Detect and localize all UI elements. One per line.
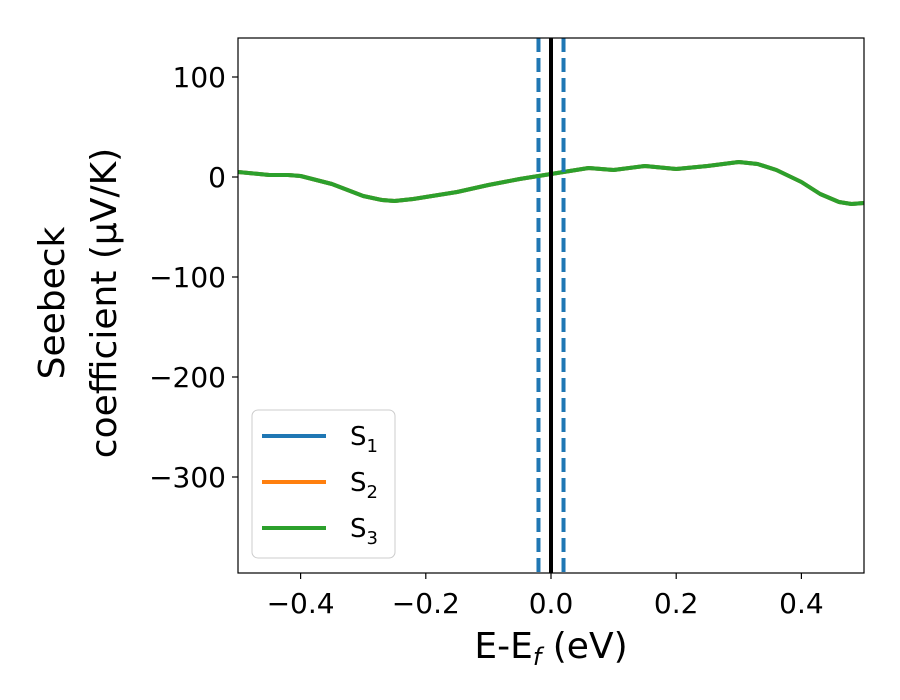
legend-label-s3: S3 <box>350 514 378 549</box>
y-tick-label: −300 <box>149 461 226 494</box>
legend-label-s2: S2 <box>350 468 378 503</box>
series-line-s3 <box>238 160 864 206</box>
x-tick-label: 0.2 <box>654 587 699 620</box>
x-tick-label: −0.4 <box>267 587 335 620</box>
y-axis-label-line1: Seebeck <box>32 226 73 379</box>
y-tick-label: 100 <box>173 61 226 94</box>
x-axis-label: E-Ef (eV) <box>474 626 627 671</box>
y-tick-label: −200 <box>149 361 226 394</box>
legend-entries: S1 S2 S3 <box>262 422 378 549</box>
legend: S1 S2 S3 <box>251 409 396 559</box>
x-axis-label-unit: (eV) <box>541 626 627 667</box>
y-axis-ticks: 100 0 −100 −200 −300 <box>149 61 238 494</box>
legend-label-s1: S1 <box>350 422 378 457</box>
series-layer <box>238 160 864 206</box>
x-tick-label: 0.0 <box>529 587 574 620</box>
y-axis-label: Seebeck coefficient (μV/K) <box>32 148 125 458</box>
x-axis-ticks: −0.4 −0.2 0.0 0.2 0.4 <box>267 573 824 620</box>
y-tick-label: 0 <box>208 161 226 194</box>
y-axis-label-line2: coefficient (μV/K) <box>84 148 125 458</box>
x-tick-label: 0.4 <box>779 587 824 620</box>
vline-layer <box>536 38 566 573</box>
y-tick-label: −100 <box>149 261 226 294</box>
x-tick-label: −0.2 <box>392 587 460 620</box>
